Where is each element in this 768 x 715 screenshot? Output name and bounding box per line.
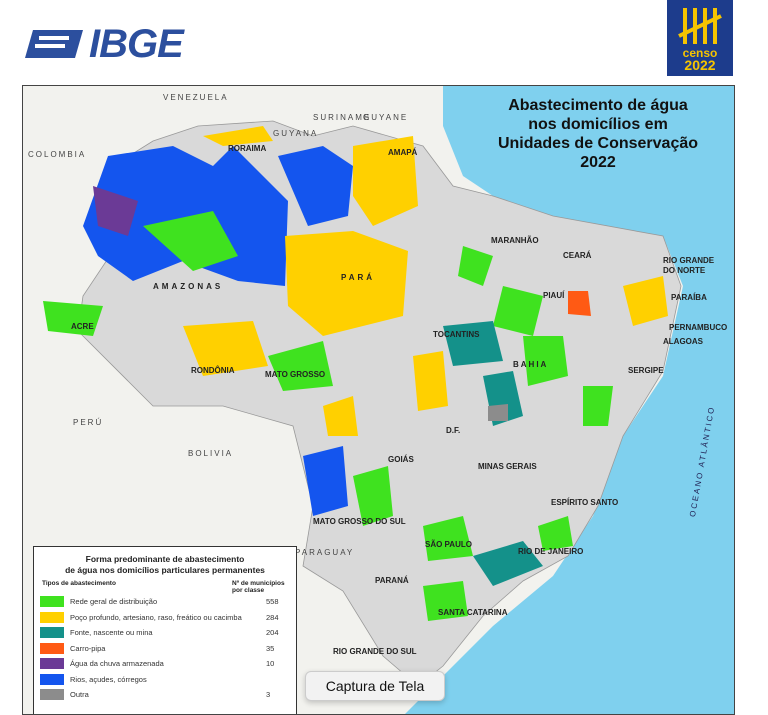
legend-col-type: Tipos de abastecimento [42, 580, 116, 587]
legend-swatch [40, 658, 64, 670]
map-title: Abastecimento de água nos domicílios em … [497, 97, 699, 171]
legend-title: Forma predominante de abastecimento de á… [65, 554, 265, 575]
legend-item-label: Rios, açudes, córregos [70, 674, 147, 684]
legend-item-label: Carro-pipa [70, 643, 106, 653]
country-label: GUYANA [273, 129, 319, 138]
ibge-logo-text: IBGE [89, 21, 184, 66]
legend-item: Água da chuva armazenada 10 [40, 656, 296, 672]
state-label: PARAÍBA [671, 293, 707, 302]
screenshot-tooltip: Captura de Tela [305, 671, 445, 701]
state-label: RIO GRANDE DO SUL [333, 647, 417, 656]
state-label: ACRE [71, 322, 94, 331]
state-label: RORAIMA [228, 144, 267, 153]
ibge-logo: IBGE [25, 21, 184, 66]
legend-item: Carro-pipa 35 [40, 641, 296, 657]
censo-text: censo [682, 46, 718, 60]
censo-year: 2022 [684, 57, 716, 73]
country-label: GUYANE [363, 113, 409, 122]
legend-item: Rede geral de distribuição 558 [40, 594, 296, 610]
state-label: AMAPÁ [388, 148, 418, 157]
state-label: SANTA CATARINA [438, 608, 508, 617]
state-label: CEARÁ [563, 251, 592, 260]
state-label: PIAUÍ [543, 291, 565, 300]
legend-swatch [40, 689, 64, 701]
country-label: SURINAME [313, 113, 372, 122]
legend-swatch [40, 642, 64, 654]
state-label: AMAZONAS [153, 282, 224, 291]
state-label: MATO GROSSO DO SUL [313, 517, 406, 526]
state-label: MATO GROSSO [265, 370, 326, 379]
country-label: VENEZUELA [163, 93, 229, 102]
legend-item: Fonte, nascente ou mina 204 [40, 625, 296, 641]
country-label: BOLIVIA [188, 449, 234, 458]
tally-icon [678, 8, 722, 44]
map-legend: Forma predominante de abastecimento de á… [33, 546, 297, 714]
legend-item-count: 558 [266, 597, 279, 607]
legend-item-count: 3 [266, 690, 271, 700]
state-label: GOIÁS [388, 455, 414, 464]
state-label: TOCANTINS [433, 330, 480, 339]
legend-item-label: Água da chuva armazenada [70, 659, 164, 669]
legend-swatch [40, 596, 64, 608]
map-frame: Abastecimento de água nos domicílios em … [22, 85, 735, 715]
state-label: RONDÔNIA [191, 366, 235, 375]
legend-item-count: 10 [266, 659, 275, 669]
state-label: MARANHÃO [491, 236, 539, 245]
state-label: MINAS GERAIS [478, 462, 537, 471]
state-label: SÃO PAULO [425, 540, 472, 549]
state-label: D.F. [446, 426, 461, 435]
state-label: PERNAMBUCO [669, 323, 728, 332]
legend-item: Rios, açudes, córregos [40, 672, 296, 688]
legend-col-count: Nº de municípios por classe [232, 580, 285, 594]
ibge-logo-mark-icon [25, 30, 83, 58]
legend-item: Poço profundo, artesiano, raso, freático… [40, 610, 296, 626]
legend-swatch [40, 673, 64, 685]
state-label: SERGIPE [628, 366, 664, 375]
state-label: ALAGOAS [663, 337, 703, 346]
legend-swatch [40, 611, 64, 623]
state-label: PARÁ [341, 273, 376, 282]
legend-item-label: Fonte, nascente ou mina [70, 628, 153, 638]
legend-item-count: 204 [266, 628, 279, 638]
conservation-units [43, 126, 668, 621]
state-label: BAHIA [513, 360, 549, 369]
legend-item-count: 35 [266, 643, 275, 653]
legend-swatch [40, 627, 64, 639]
legend-item-count: 284 [266, 612, 279, 622]
legend-item-label: Rede geral de distribuição [70, 597, 158, 607]
censo-2022-logo: censo 2022 [667, 0, 733, 76]
legend-item-label: Poço profundo, artesiano, raso, freático… [70, 612, 242, 622]
legend-item: Outra 3 [40, 687, 296, 703]
state-label: ESPÍRITO SANTO [551, 498, 619, 507]
country-label: COLOMBIA [28, 150, 87, 159]
state-label: RIO GRANDE DO NORTE [663, 256, 715, 275]
state-label: PARANÁ [375, 576, 409, 585]
country-label: PERÚ [73, 418, 104, 427]
legend-item-label: Outra [70, 690, 89, 700]
state-label: RIO DE JANEIRO [518, 547, 584, 556]
country-label: PARAGUAY [295, 548, 355, 557]
